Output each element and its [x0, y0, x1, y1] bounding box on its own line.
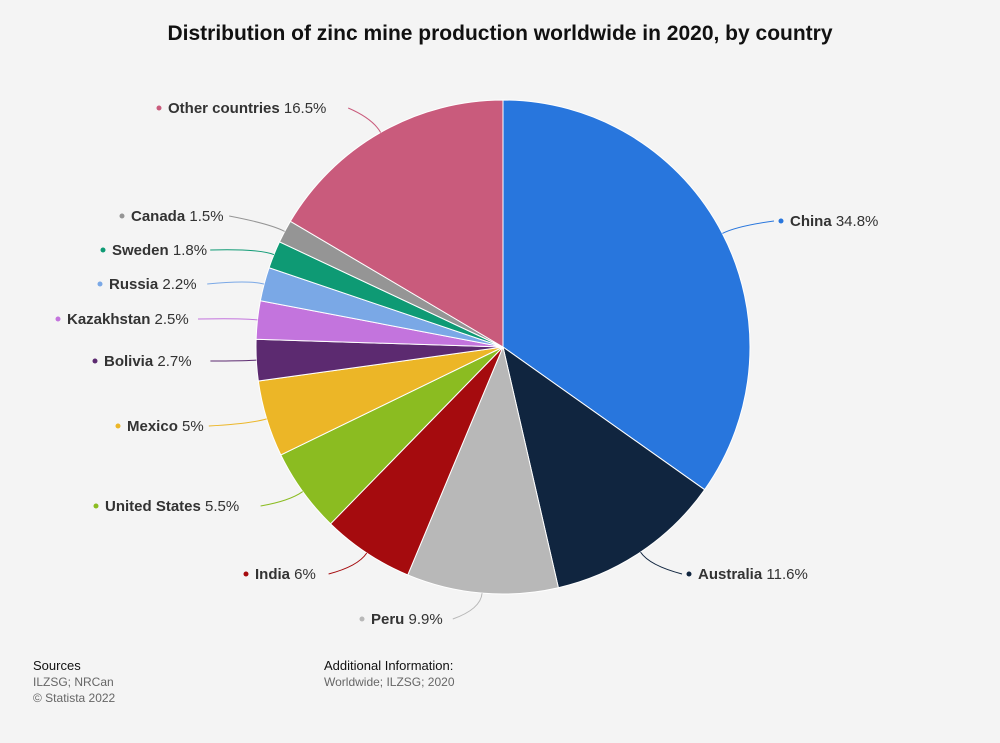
additional-info-heading: Additional Information:: [324, 658, 454, 673]
slice-label-canada: Canada 1.5%: [131, 208, 224, 225]
slice-value-australia: 11.6%: [762, 566, 808, 583]
slice-label-united-states: United States 5.5%: [105, 498, 239, 515]
label-bullet-bolivia: [92, 358, 98, 364]
slice-name-canada: Canada: [131, 208, 186, 225]
slice-name-other-countries: Other countries: [168, 100, 280, 117]
slice-label-india: India 6%: [255, 566, 316, 583]
slice-label-australia: Australia 11.6%: [698, 566, 808, 583]
leader-line-other-countries: [348, 107, 382, 133]
sources-block: Sources ILZSG; NRCan © Statista 2022: [33, 658, 115, 706]
pie-slice-china[interactable]: [502, 99, 751, 491]
label-bullet-china: [778, 218, 784, 224]
slice-name-united-states: United States: [105, 498, 201, 515]
label-bullet-kazakhstan: [55, 316, 61, 322]
slice-name-peru: Peru: [371, 611, 404, 628]
slice-label-peru: Peru 9.9%: [371, 611, 443, 628]
label-bullet-australia: [686, 571, 692, 577]
slice-value-bolivia: 2.7%: [153, 353, 191, 370]
leader-line-bolivia: [210, 359, 257, 362]
slice-label-china: China 34.8%: [790, 213, 878, 230]
slice-value-canada: 1.5%: [185, 208, 223, 225]
slice-value-russia: 2.2%: [158, 276, 196, 293]
label-bullet-other-countries: [156, 105, 162, 111]
label-bullet-united-states: [93, 503, 99, 509]
slice-label-russia: Russia 2.2%: [109, 276, 197, 293]
slice-name-sweden: Sweden: [112, 242, 169, 259]
slice-name-bolivia: Bolivia: [104, 353, 154, 370]
pie-slices: [255, 99, 751, 595]
label-bullet-canada: [119, 213, 125, 219]
leader-lines: [197, 107, 775, 620]
leader-line-china: [722, 220, 775, 234]
leader-line-peru: [452, 593, 483, 620]
slice-name-australia: Australia: [698, 566, 763, 583]
slice-value-other-countries: 16.5%: [280, 100, 327, 117]
leader-line-mexico: [208, 418, 267, 427]
slice-value-united-states: 5.5%: [201, 498, 239, 515]
leader-line-russia: [207, 281, 265, 285]
slice-name-mexico: Mexico: [127, 418, 178, 435]
slice-label-kazakhstan: Kazakhstan 2.5%: [67, 311, 189, 328]
additional-info-block: Additional Information: Worldwide; ILZSG…: [324, 658, 455, 690]
leader-line-australia: [640, 551, 683, 575]
slice-value-india: 6%: [290, 566, 316, 583]
label-bullet-sweden: [100, 247, 106, 253]
slice-value-sweden: 1.8%: [169, 242, 207, 259]
slice-labels: China 34.8% Australia 11.6% Peru 9.9% India…: [55, 100, 878, 628]
slice-label-sweden: Sweden 1.8%: [112, 242, 207, 259]
sources-line-1: ILZSG; NRCan: [33, 675, 114, 689]
pie-slice-australia[interactable]: [502, 345, 706, 589]
slice-value-mexico: 5%: [178, 418, 204, 435]
leader-line-canada: [229, 215, 285, 232]
leader-line-india: [328, 552, 368, 575]
sources-heading: Sources: [33, 658, 81, 673]
slice-label-mexico: Mexico 5%: [127, 418, 204, 435]
slice-name-china: China: [790, 213, 832, 230]
slice-value-china: 34.8%: [832, 213, 879, 230]
slice-label-bolivia: Bolivia 2.7%: [104, 353, 192, 370]
additional-info-text: Worldwide; ILZSG; 2020: [324, 675, 455, 689]
slice-label-other-countries: Other countries 16.5%: [168, 100, 326, 117]
label-bullet-india: [243, 571, 249, 577]
label-bullet-peru: [359, 616, 365, 622]
slice-name-india: India: [255, 566, 291, 583]
leader-line-united-states: [260, 491, 304, 507]
slice-value-peru: 9.9%: [404, 611, 442, 628]
label-bullet-russia: [97, 281, 103, 287]
slice-name-russia: Russia: [109, 276, 159, 293]
leader-line-kazakhstan: [197, 318, 258, 321]
label-bullet-mexico: [115, 423, 121, 429]
sources-line-2: © Statista 2022: [33, 691, 116, 705]
slice-value-kazakhstan: 2.5%: [150, 311, 188, 328]
pie-slice-peru[interactable]: [407, 345, 559, 595]
slice-name-kazakhstan: Kazakhstan: [67, 311, 150, 328]
chart-title: Distribution of zinc mine production wor…: [167, 22, 833, 45]
leader-line-sweden: [210, 249, 275, 256]
pie-slice-other-countries[interactable]: [289, 99, 504, 348]
